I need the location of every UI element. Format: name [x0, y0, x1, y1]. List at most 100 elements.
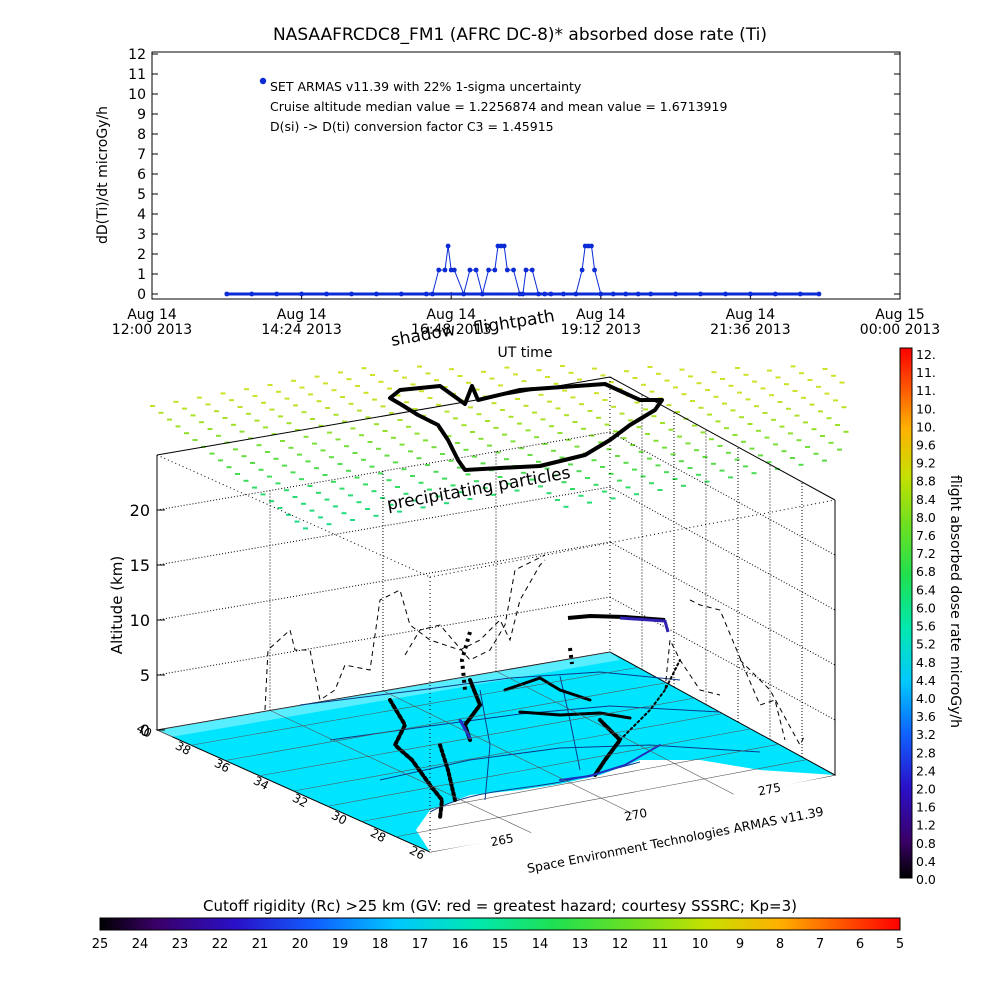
data-point-baseline: [656, 292, 660, 296]
data-point-baseline: [499, 292, 503, 296]
particle-mark: [724, 427, 729, 430]
particle-mark: [606, 448, 612, 451]
particle-mark: [465, 473, 471, 476]
data-point-baseline: [372, 292, 376, 296]
data-point-baseline: [232, 292, 236, 296]
particle-mark: [677, 435, 682, 438]
particle-mark: [402, 376, 407, 379]
particle-mark: [837, 448, 842, 451]
particle-mark: [356, 501, 362, 504]
data-point: [529, 267, 535, 273]
particle-mark: [628, 419, 633, 422]
particle-mark: [625, 486, 631, 489]
data-point-baseline: [726, 292, 730, 296]
particle-mark: [158, 411, 164, 414]
particle-mark: [367, 441, 373, 443]
particle-mark: [513, 373, 518, 376]
particle-mark: [418, 481, 424, 484]
data-point-baseline: [407, 292, 411, 296]
data-point-baseline: [494, 292, 498, 296]
particle-mark: [226, 466, 232, 469]
data-point-baseline: [310, 292, 314, 296]
data-point: [274, 291, 280, 297]
particle-mark: [444, 502, 449, 505]
particle-mark: [250, 462, 255, 464]
colorbar-bottom-tick: 21: [252, 937, 269, 952]
particle-mark: [696, 473, 701, 476]
data-point-baseline: [579, 292, 583, 296]
particle-mark: [504, 458, 509, 461]
data-point-baseline: [594, 292, 598, 296]
particle-mark: [762, 412, 768, 414]
particle-mark: [722, 402, 727, 405]
particle-mark: [564, 414, 569, 417]
particle-mark: [647, 366, 653, 368]
particle-mark: [519, 447, 524, 450]
series-line: [226, 245, 819, 296]
particle-mark: [448, 459, 454, 462]
x-tick-label-time: 21:36 2013: [710, 322, 790, 338]
particle-mark: [382, 430, 388, 432]
data-point-baseline: [786, 292, 790, 296]
data-point-baseline: [736, 292, 740, 296]
data-point: [473, 267, 479, 273]
colorbar-right-tick: 0.8: [916, 836, 936, 851]
lat-tick-label: 30: [329, 808, 349, 828]
particle-mark: [269, 408, 275, 411]
particle-mark: [263, 426, 268, 429]
particle-mark: [638, 450, 644, 453]
particle-mark: [403, 492, 409, 495]
particle-mark: [555, 407, 561, 410]
particle-mark: [713, 395, 719, 398]
particle-mark: [487, 444, 492, 447]
particle-mark: [326, 523, 332, 526]
particle-mark: [813, 452, 819, 455]
particle-mark: [681, 484, 686, 487]
colorbar-horizontal: [99, 917, 901, 931]
particle-mark: [700, 431, 706, 434]
colorbar-right-tick: 4.8: [916, 655, 936, 670]
data-point: [467, 267, 473, 273]
particle-mark: [545, 376, 550, 378]
particle-mark: [711, 371, 717, 374]
colorbar-bottom-tick: 8: [776, 937, 784, 952]
colorbar-bottom-tick: 25: [92, 937, 109, 952]
particle-mark: [408, 450, 413, 453]
particle-mark: [664, 471, 669, 474]
data-point-baseline: [292, 292, 296, 296]
particle-mark: [271, 433, 277, 436]
particle-mark: [239, 430, 245, 433]
data-point-baseline: [305, 292, 309, 296]
particle-mark: [442, 477, 447, 480]
data-point: [592, 267, 597, 273]
particle-mark: [679, 460, 684, 463]
data-point-baseline: [669, 292, 673, 296]
particle-mark: [790, 457, 795, 459]
x-tick-label-date: Aug 14: [576, 307, 626, 323]
particle-mark: [497, 476, 503, 478]
data-point-baseline: [556, 292, 560, 296]
particle-mark: [192, 439, 198, 441]
colorbar-right-tick: 1.6: [916, 800, 936, 815]
particle-mark: [688, 375, 693, 378]
data-point-baseline: [753, 292, 757, 296]
particle-mark: [284, 489, 289, 492]
particle-mark: [754, 405, 759, 408]
data-point: [442, 267, 448, 273]
particle-mark: [339, 487, 345, 490]
colorbar-bottom-tick: 9: [736, 937, 744, 952]
particle-mark: [416, 457, 422, 460]
particle-mark: [316, 400, 322, 403]
data-point-baseline: [788, 292, 792, 296]
particle-mark: [331, 389, 337, 392]
data-point-baseline: [297, 292, 301, 296]
data-point: [461, 291, 467, 297]
particle-mark: [784, 383, 789, 386]
particle-mark: [478, 437, 484, 440]
particle-mark: [269, 500, 274, 503]
data-point-baseline: [529, 292, 533, 296]
lon-tick-label: 275: [757, 780, 782, 798]
particle-mark: [805, 446, 810, 448]
particle-mark: [397, 510, 402, 513]
colorbar-bottom-tick: 24: [132, 937, 149, 952]
